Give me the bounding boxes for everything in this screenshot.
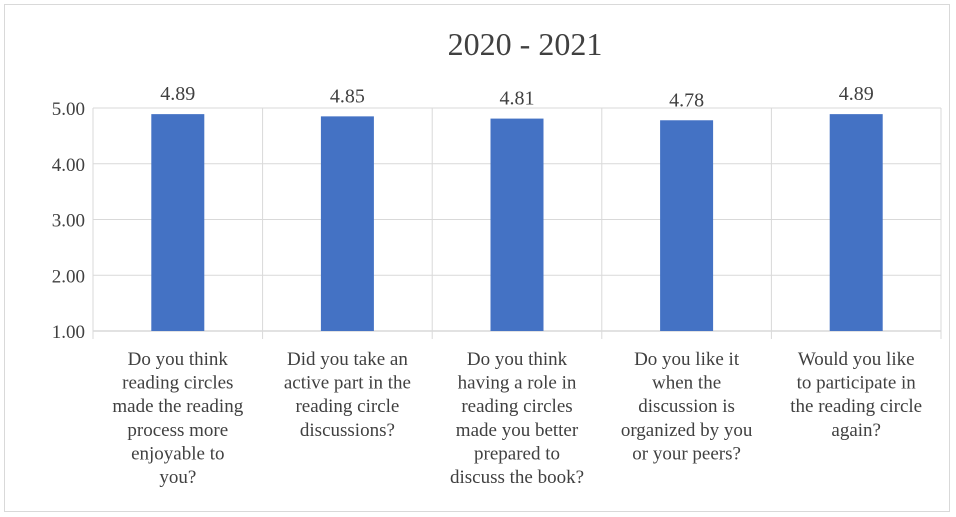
x-tick-label-line: when the <box>652 373 721 394</box>
bar <box>829 114 883 331</box>
x-tick-label-line: reading circle <box>295 396 399 417</box>
x-tick-label: Did you take an active part in the reading… <box>284 349 411 441</box>
axes: 1.00 2.00 3.00 4.00 5.00 4.89 Do you think read… <box>52 83 922 488</box>
x-tick-label-line: Did you take an <box>287 349 408 370</box>
x-tick-label-line: or your peers? <box>632 443 741 464</box>
x-tick-label: Do you think having a role in reading circ… <box>450 349 584 488</box>
x-tick-label-line: discussions? <box>300 420 395 441</box>
x-tick-label-line: having a role in <box>458 373 577 394</box>
chart-title: 2020 - 2021 <box>448 26 603 62</box>
data-label: 4.89 <box>839 83 874 105</box>
x-tick-label-line: reading circles <box>122 373 233 394</box>
y-tick-label: 4.00 <box>52 155 85 176</box>
x-tick-label-line: to participate in <box>797 373 917 394</box>
x-tick-label-line: process more <box>127 420 228 441</box>
data-label: 4.85 <box>330 85 365 107</box>
x-tick-label-line: the reading circle <box>790 396 922 417</box>
bar <box>320 116 374 331</box>
x-tick-label-line: active part in the <box>284 373 411 394</box>
gridlines <box>92 107 942 339</box>
data-label: 4.78 <box>669 89 704 111</box>
y-tick-label: 5.00 <box>52 99 85 120</box>
y-tick-label: 1.00 <box>52 322 85 343</box>
x-tick-label: Do you like it when the discussion is organ… <box>621 349 753 464</box>
data-label: 4.89 <box>160 83 195 105</box>
x-tick-label: Would you like to participate in the readi… <box>790 349 922 441</box>
chart-container: 1.00 2.00 3.00 4.00 5.00 4.89 Do you think read… <box>4 4 950 512</box>
x-tick-label-line: discussion is <box>638 396 735 417</box>
x-tick-label-line: made the reading <box>112 396 243 417</box>
x-tick-label-line: reading circles <box>461 396 572 417</box>
x-tick-label-line: again? <box>831 420 881 441</box>
x-tick-label-line: you? <box>159 467 196 488</box>
x-tick-label-line: Do you think <box>128 349 229 370</box>
x-tick-label-line: prepared to <box>474 443 560 464</box>
x-tick-label-line: made you better <box>456 420 579 441</box>
x-tick-label-line: Would you like <box>798 349 915 370</box>
bar <box>660 120 714 331</box>
bar <box>151 114 205 331</box>
bars <box>151 114 883 331</box>
data-label: 4.81 <box>500 88 535 110</box>
x-tick-label-line: Do you think <box>467 349 568 370</box>
bar-chart: 1.00 2.00 3.00 4.00 5.00 4.89 Do you think read… <box>52 26 942 488</box>
y-tick-label: 3.00 <box>52 211 85 232</box>
x-tick-label-line: enjoyable to <box>131 443 224 464</box>
x-tick-label-line: discuss the book? <box>450 467 584 488</box>
bar <box>490 118 544 331</box>
x-tick-label: Do you think reading circles made the read… <box>112 349 243 488</box>
x-tick-label-line: Do you like it <box>634 349 740 370</box>
y-tick-label: 2.00 <box>52 266 85 287</box>
x-tick-label-line: organized by you <box>621 420 753 441</box>
